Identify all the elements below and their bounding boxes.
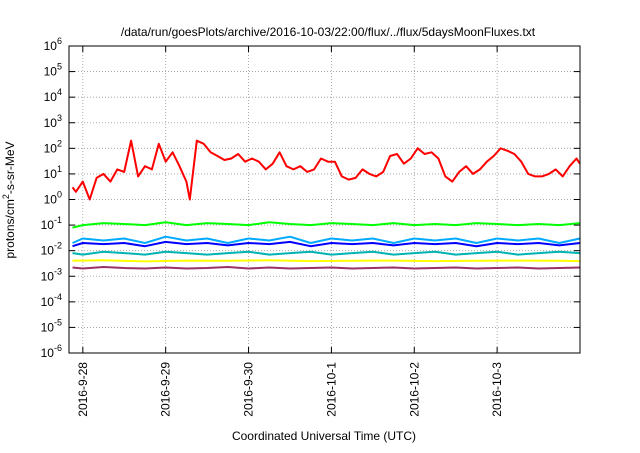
y-tick-exponent: -2 bbox=[54, 241, 62, 251]
y-axis-title: protons/cm2-s-sr-MeV bbox=[1, 141, 17, 258]
x-tick-label: 2016-10-2 bbox=[407, 362, 421, 417]
y-tick-label: 100 bbox=[44, 190, 62, 207]
y-tick-base: 10 bbox=[41, 346, 55, 360]
x-tick-label: 2016-9-30 bbox=[242, 362, 256, 417]
y-tick-base: 10 bbox=[41, 218, 55, 232]
y-tick-base: 10 bbox=[44, 90, 58, 104]
y-tick-exponent: 0 bbox=[57, 190, 62, 200]
y-tick-label: 106 bbox=[44, 36, 62, 53]
series-line-3 bbox=[72, 235, 581, 244]
y-tick-label: 102 bbox=[44, 138, 62, 155]
x-tick-label: 2016-9-29 bbox=[159, 362, 173, 417]
ylabel-pre: protons/cm bbox=[3, 199, 17, 258]
y-tick-exponent: -4 bbox=[54, 292, 62, 302]
y-tick-base: 10 bbox=[44, 65, 58, 79]
y-tick-base: 10 bbox=[41, 320, 55, 334]
y-tick-base: 10 bbox=[44, 193, 58, 207]
y-tick-base: 10 bbox=[44, 141, 58, 155]
series-line-2 bbox=[72, 221, 580, 229]
y-tick-label: 101 bbox=[44, 164, 62, 181]
y-tick-label: 10-3 bbox=[41, 266, 62, 283]
series-line-4 bbox=[72, 240, 581, 248]
series-line-1 bbox=[71, 139, 581, 201]
x-tick-label: 2016-9-28 bbox=[76, 362, 90, 417]
y-tick-label: 105 bbox=[44, 62, 62, 79]
y-tick-exponent: 4 bbox=[57, 87, 62, 97]
y-tick-exponent: 6 bbox=[57, 36, 62, 46]
y-tick-base: 10 bbox=[41, 244, 55, 258]
chart-title: /data/run/goesPlots/archive/2016-10-03/2… bbox=[121, 25, 536, 39]
axis-ticks: 10-610-510-410-310-210-11001011021031041… bbox=[41, 36, 580, 417]
y-tick-label: 10-6 bbox=[41, 343, 62, 360]
y-tick-exponent: 5 bbox=[57, 62, 62, 72]
grid-lines bbox=[69, 46, 580, 353]
y-tick-exponent: 3 bbox=[57, 113, 62, 123]
ylabel-post: -s-sr-MeV bbox=[3, 141, 17, 194]
series-line-7 bbox=[72, 266, 580, 270]
series-line-6 bbox=[72, 259, 580, 263]
x-axis-title: Coordinated Universal Time (UTC) bbox=[232, 429, 416, 443]
y-axis-title-text: protons/cm2-s-sr-MeV bbox=[1, 141, 17, 258]
y-tick-exponent: -6 bbox=[54, 343, 62, 353]
y-tick-base: 10 bbox=[44, 116, 58, 130]
x-tick-label: 2016-10-1 bbox=[324, 362, 338, 417]
y-tick-exponent: -5 bbox=[54, 317, 62, 327]
y-tick-base: 10 bbox=[44, 167, 58, 181]
series-line-5 bbox=[72, 250, 580, 256]
y-tick-base: 10 bbox=[41, 295, 55, 309]
y-tick-base: 10 bbox=[44, 39, 58, 53]
y-tick-label: 10-5 bbox=[41, 317, 62, 334]
y-tick-exponent: 2 bbox=[57, 138, 62, 148]
x-tick-label: 2016-10-3 bbox=[490, 362, 504, 417]
y-tick-label: 104 bbox=[44, 87, 62, 104]
ylabel-sup: 2 bbox=[1, 194, 11, 199]
y-tick-exponent: -3 bbox=[54, 266, 62, 276]
y-tick-exponent: -1 bbox=[54, 215, 62, 225]
y-tick-exponent: 1 bbox=[57, 164, 62, 174]
y-tick-label: 103 bbox=[44, 113, 62, 130]
y-tick-base: 10 bbox=[41, 269, 55, 283]
y-tick-label: 10-4 bbox=[41, 292, 62, 309]
y-tick-label: 10-2 bbox=[41, 241, 62, 258]
series-layer bbox=[71, 139, 581, 270]
y-tick-label: 10-1 bbox=[41, 215, 62, 232]
